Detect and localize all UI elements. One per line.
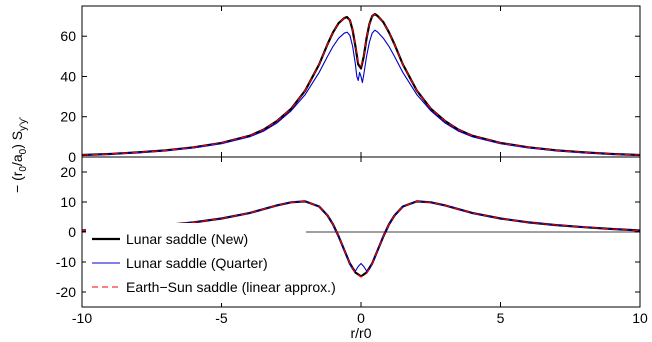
y-tick-label: -10 [56, 254, 76, 270]
legend-label-1: Lunar saddle (Quarter) [126, 255, 268, 271]
x-tick-label: -5 [215, 310, 228, 326]
x-tick-label: 0 [357, 310, 365, 326]
series-line-top-0 [81, 12, 641, 157]
y-tick-label: 60 [60, 28, 76, 44]
legend-label-0: Lunar saddle (New) [126, 231, 248, 247]
y-axis-label-close: ) S [9, 131, 25, 149]
x-tick-label: -10 [72, 310, 92, 326]
series-line-top-1 [81, 29, 641, 156]
plot-frame-top [81, 5, 641, 158]
series-line-bottom-1 [81, 200, 641, 272]
panel-top: 0 20 40 60 [60, 5, 641, 165]
y-axis-label-sub2: 0 [18, 148, 29, 154]
y-axis-label-mid: /a [9, 154, 25, 166]
x-axis-label: r/r0 [351, 325, 372, 341]
y-tick-label: 10 [60, 194, 76, 210]
legend-label-2: Earth−Sun saddle (linear approx.) [126, 279, 336, 295]
x-tick-label: 5 [497, 310, 505, 326]
x-tick-label: 10 [632, 310, 648, 326]
panel-bottom: -20 -10 0 10 20 -10 -5 0 5 10 r/r0 Lunar saddle (Ne… [56, 156, 648, 341]
y-tick-label: 0 [68, 149, 76, 165]
series-line-top-2 [81, 13, 641, 156]
y-axis-label-prefix: − (r [9, 171, 25, 193]
legend-box [86, 223, 306, 303]
y-tick-label: -20 [56, 284, 76, 300]
y-tick-label: 40 [60, 68, 76, 84]
y-axis-label-sub3: y'y' [18, 117, 29, 131]
y-axis-label: − (r0/a0) Sy'y' [9, 117, 29, 193]
series-line-bottom-2 [81, 200, 641, 278]
y-axis-label-sub1: 0 [18, 166, 29, 172]
y-tick-label: 20 [60, 164, 76, 180]
y-tick-label: 0 [68, 224, 76, 240]
y-tick-label: 20 [60, 109, 76, 125]
